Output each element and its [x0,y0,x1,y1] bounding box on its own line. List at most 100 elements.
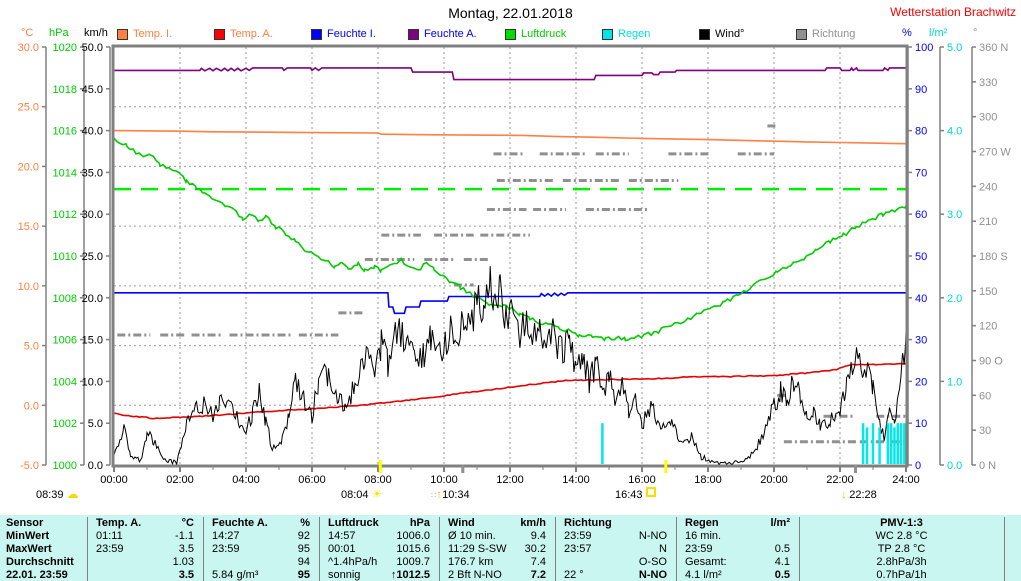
direction-tick-label: 300 [979,112,997,124]
humidity-tick-label: 50 [915,251,927,263]
direction-tick-label: 180 S [979,251,1008,263]
pressure-tick-label: 1020 [53,42,77,54]
cell-left-value: 176.7 km [448,556,494,568]
cell-left-value: 23:59 [564,530,592,542]
legend-swatch-feuchte-i [311,28,322,40]
legend-label: Feuchte I. [327,28,376,40]
table-cell: 2 Bft N-NO 7.2 [440,569,556,581]
windspeed-axis-unit: km/h [84,27,108,39]
cell-left-value: 22 ° [564,569,584,581]
sun-icon: ☀ [371,487,383,501]
rain-tick-label: 2.0 [947,293,962,305]
legend-item-regen: Regen [602,28,699,40]
table-header-cell: Wind km/h [440,517,556,530]
lightning-up-icon: ↑ [436,487,443,501]
cell-right-value: -1.1 [175,530,194,542]
cell-right-value: 95 [297,569,310,581]
cell-right-value: 0.5 [774,543,790,555]
humidity-axis-unit: % [902,27,912,39]
table-cell: 176.7 km 7.4 [440,556,556,569]
cell-right-value: 3.5 [178,569,194,581]
legend: Temp. I. Temp. A. Feuchte I. Feuchte A. Luft… [117,28,893,40]
table-header-spacer [1005,517,1021,530]
series-temp-a [113,362,907,420]
legend-label: Luftdruck [521,28,567,40]
cell-right-value: 94 [297,556,310,568]
direction-tick-label: 120 [979,321,997,333]
humidity-tick-label: 60 [915,209,927,221]
cell-left-value: 5.84 g/m³ [212,569,259,581]
pressure-tick-label: 1006 [53,335,77,347]
table-cell: 16 min. [677,530,800,543]
time-tick-label: 00:00 [100,474,128,486]
column-header: PMV-1:3 [880,517,923,529]
table-cell: 14:27 92 [204,530,320,543]
direction-tick-label: 240 [979,181,997,193]
plot-frame [111,44,909,468]
column-unit: hPa [409,517,430,529]
humidity-tick-label: 10 [915,418,927,430]
table-cell: 00:01 1015.6 [320,543,440,556]
humidity-tick-label: 40 [915,293,927,305]
series-wind [113,266,907,467]
pmv-value: TP 2.8 °C [877,543,926,555]
table-cell: Ø 10 min. 9.4 [440,530,556,543]
cell-right-value: N-NO [638,569,667,581]
table-row: MaxWert 23:59 3.5 23:59 95 00:01 1015.6 11:29 S… [0,543,1021,556]
cell-left-value: 2 Bft N-NO [448,569,502,581]
cell-left-value: 4.1 l/m² [685,569,722,581]
pressure-tick-label: 1010 [53,251,77,263]
weather-chart: 30.025.020.015.010.05.00.0-5.01020101810… [18,42,1012,486]
cell-right-value: 0.5 [774,569,790,581]
rain-axis-unit: l/m² [929,27,948,39]
time-tick-label: 12:00 [496,474,524,486]
humidity-tick-label: 20 [915,376,927,388]
temp-axis-unit: °C [21,27,34,39]
sun-cloud-icon: ☁ [66,487,79,501]
column-unit: % [300,517,310,529]
table-header-cell: Luftdruck hPa [320,517,440,530]
series-luftdruck [113,137,907,342]
legend-swatch-luftdruck [505,28,516,40]
direction-tick-label: 60 [979,390,991,402]
direction-tick-label: 330 [979,77,997,89]
direction-tick-label: 0 N [979,460,996,472]
pressure-tick-label: 1000 [53,460,77,472]
legend-swatch-richtung [796,28,807,40]
temp-tick-label: 30.0 [18,42,39,54]
row-spacer [1005,569,1021,581]
direction-axis-unit: ° [973,27,978,39]
humidity-tick-label: 80 [915,126,927,138]
legend-label: Wind° [715,28,745,40]
windspeed-tick-label: 20.0 [82,293,103,305]
humidity-tick-label: 30 [915,335,927,347]
table-cell: O-SO [556,556,677,569]
windspeed-tick-label: 35.0 [82,167,103,179]
time-tick-label: 02:00 [166,474,194,486]
humidity-tick-label: 100 [915,42,933,54]
down-arrow-icon: ↓ [841,487,847,501]
temp-tick-label: 0.0 [24,400,39,412]
legend-swatch-temp-i [117,28,128,40]
table-cell: sonnig ↑1012.5 [320,569,440,581]
time-tick-label: 22:00 [826,474,854,486]
page-title: Montag, 22.01.2018 [448,5,573,21]
windspeed-tick-label: 15.0 [82,335,103,347]
table-cell: 23:59 N-NO [556,530,677,543]
table-header-row: Sensor Temp. A. °C Feuchte A.% Luftdruck hPa W… [0,517,1021,530]
table-cell: 3.5 [88,569,204,581]
table-cell: 4.1 l/m² 0.5 [677,569,800,581]
cell-right-value: 1009.7 [396,556,430,568]
column-header: Sensor [6,517,44,529]
sunrise-marker: 08:04 ☀ [341,487,383,501]
pmv-cell: WC 2.8 °C [800,530,1005,543]
cell-right-value: 1.03 [172,556,194,568]
table-row: 22.01. 23:59 3.5 5.84 g/m³ 95 sonnig ↑1012.5 2… [0,569,1021,581]
cell-right-value: ↑1012.5 [390,569,430,581]
row-label: MinWert [6,530,50,542]
temp-tick-label: -5.0 [20,460,39,472]
temp-tick-label: 15.0 [18,221,39,233]
cell-left-value: 01:11 [96,530,123,542]
cell-right-value: 7.4 [530,556,546,568]
